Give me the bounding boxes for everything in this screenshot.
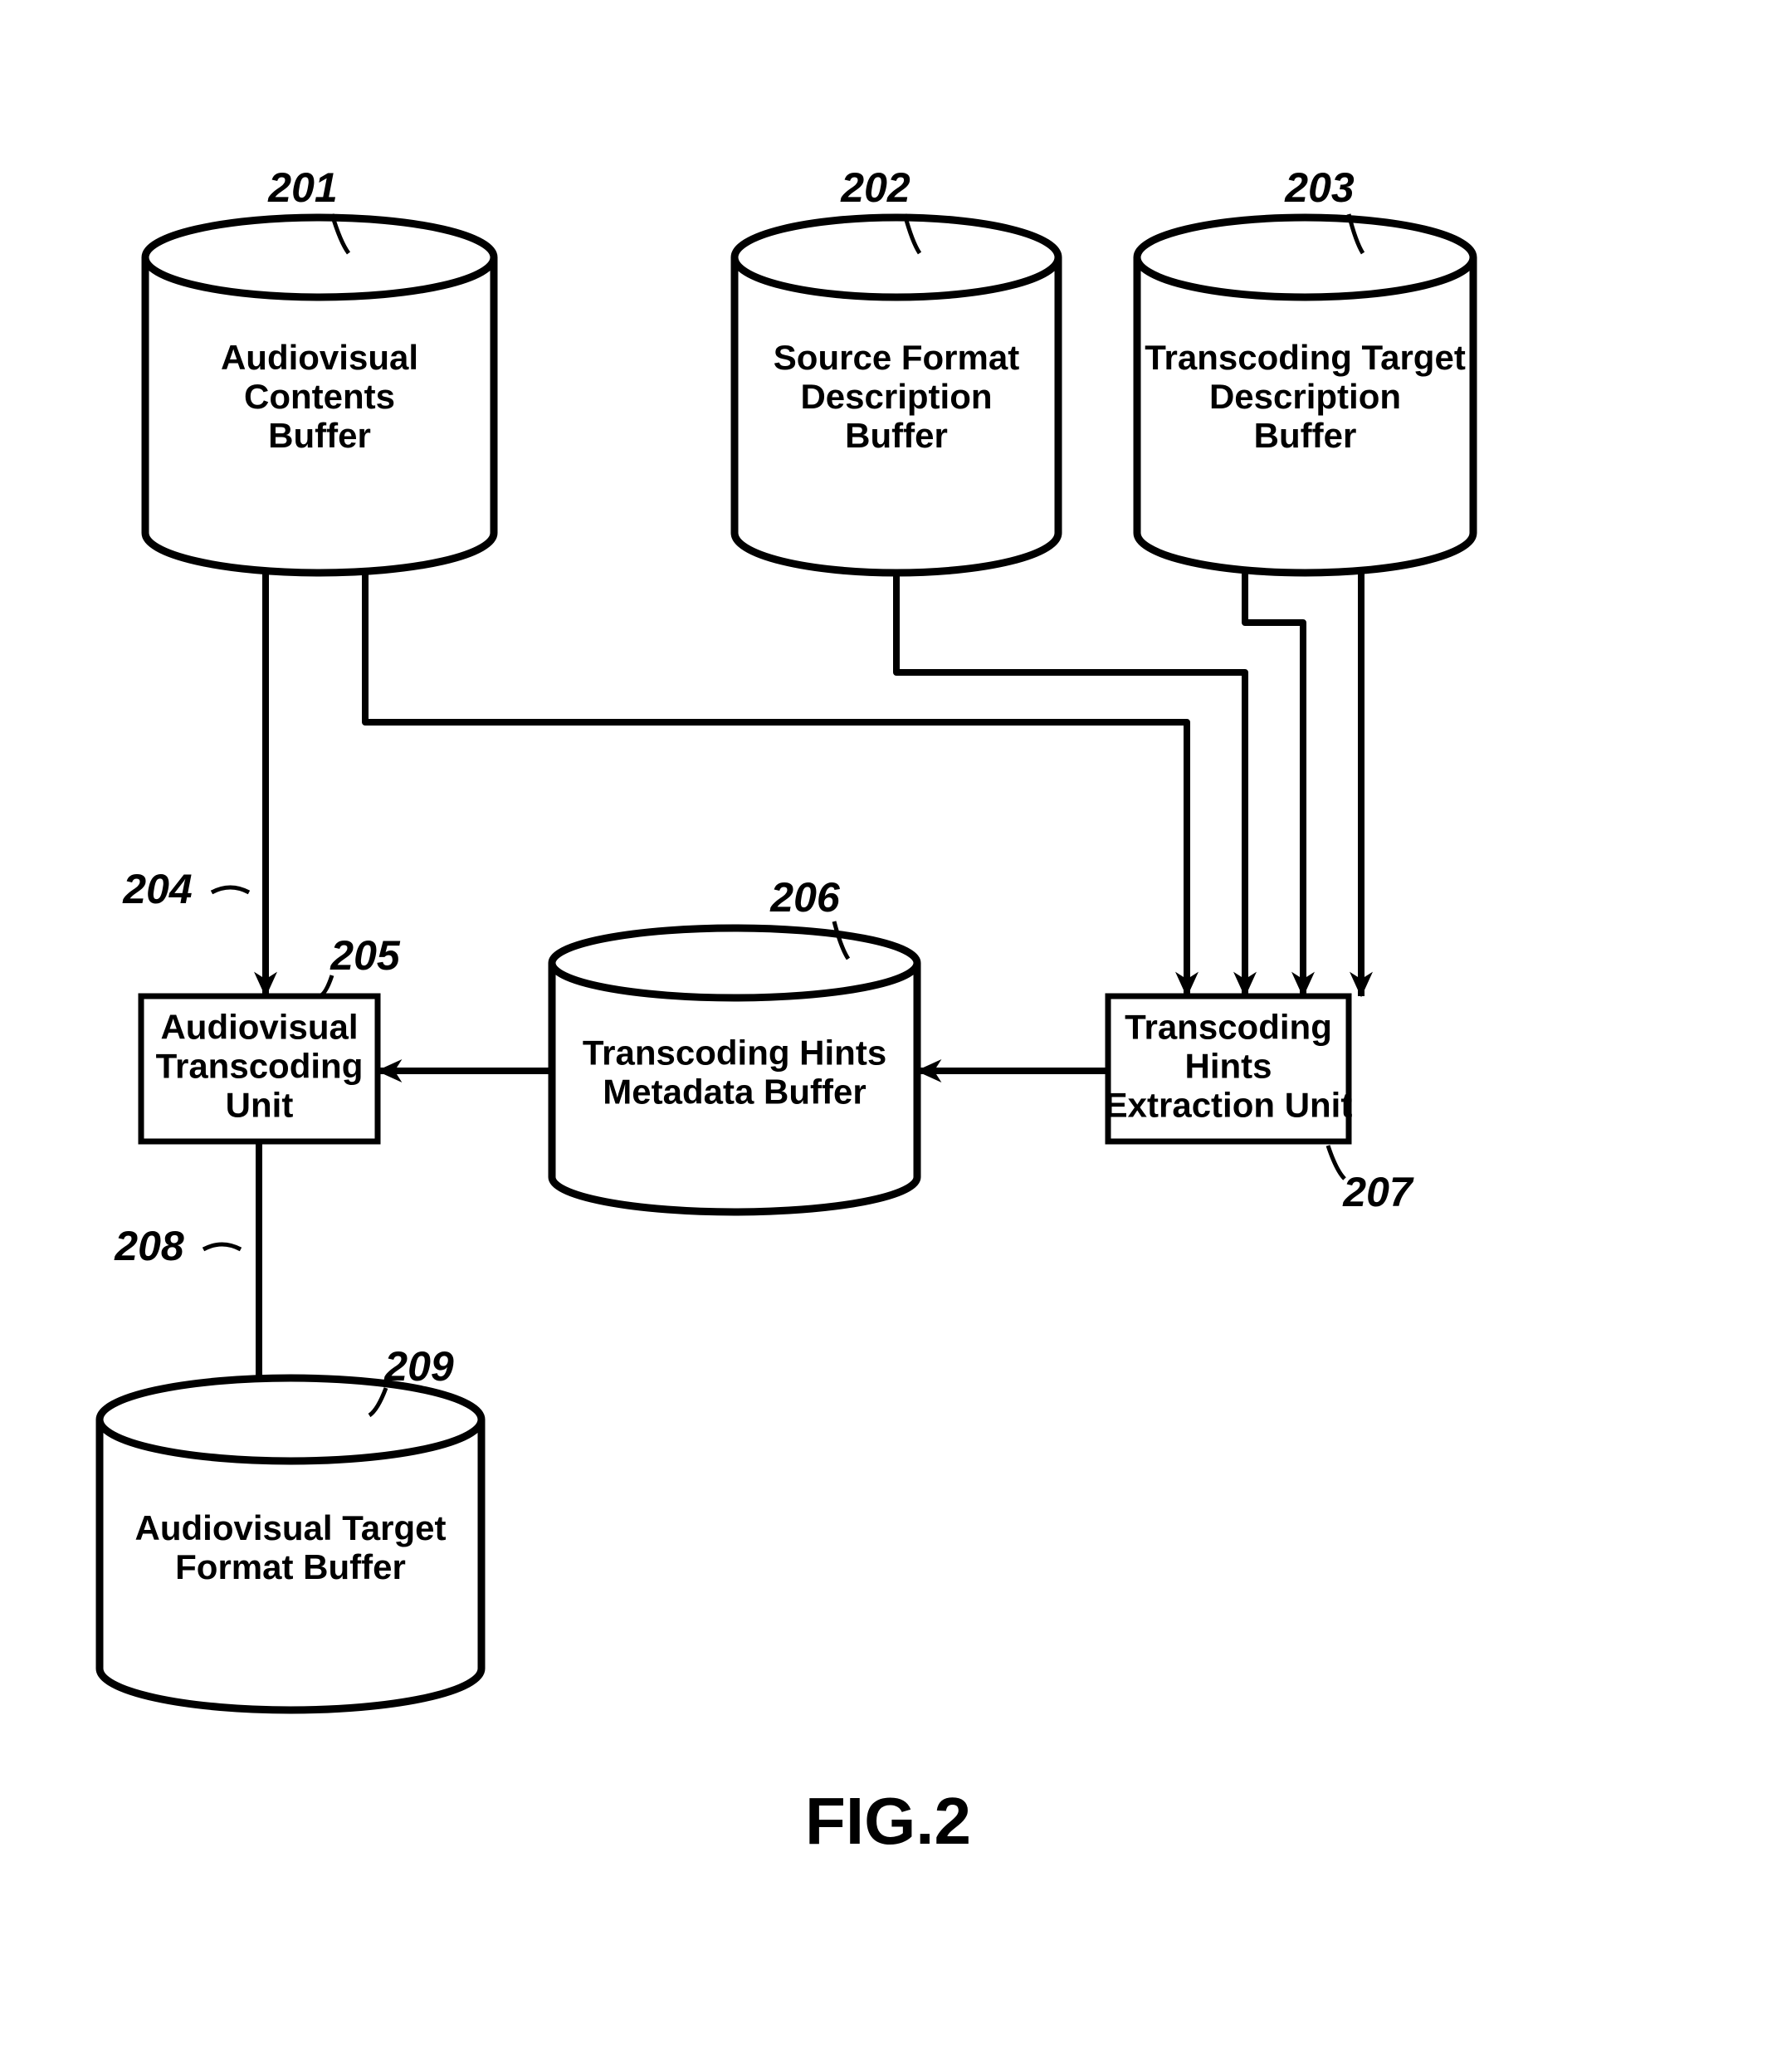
- svg-text:207: 207: [1342, 1169, 1414, 1215]
- n209: Audiovisual TargetFormat Buffer: [100, 1378, 481, 1710]
- node-label: Audiovisual Target: [135, 1508, 447, 1547]
- svg-text:202: 202: [840, 164, 910, 211]
- ref-205: 205: [320, 932, 401, 996]
- node-label: Source Format: [774, 338, 1019, 377]
- svg-text:201: 201: [267, 164, 337, 211]
- svg-text:205: 205: [330, 932, 401, 979]
- node-label: Audiovisual: [160, 1008, 358, 1047]
- ref-208: 208: [114, 1223, 241, 1269]
- node-label: Transcoding Target: [1145, 338, 1466, 377]
- node-label: Transcoding: [1125, 1008, 1332, 1047]
- svg-text:204: 204: [122, 866, 192, 912]
- node-label: Hints: [1185, 1047, 1272, 1086]
- node-label: Transcoding: [156, 1047, 364, 1086]
- svg-text:208: 208: [114, 1223, 184, 1269]
- node-label: Extraction Unit: [1105, 1086, 1353, 1125]
- node-label: Unit: [226, 1086, 294, 1125]
- n203: Transcoding TargetDescriptionBuffer: [1137, 217, 1473, 573]
- ref-207: 207: [1328, 1146, 1414, 1215]
- node-label: Buffer: [845, 416, 948, 455]
- node-label: Contents: [244, 377, 395, 416]
- svg-text:203: 203: [1284, 164, 1355, 211]
- n205: AudiovisualTranscodingUnit: [141, 996, 378, 1141]
- edge-e202_207: [896, 573, 1245, 996]
- node-label: Format Buffer: [175, 1547, 406, 1586]
- node-label: Audiovisual: [221, 338, 418, 377]
- nodes: AudiovisualContentsBufferSource FormatDe…: [100, 217, 1473, 1710]
- node-label: Description: [800, 377, 992, 416]
- n202: Source FormatDescriptionBuffer: [735, 217, 1058, 573]
- node-label: Description: [1209, 377, 1401, 416]
- svg-text:209: 209: [383, 1343, 454, 1390]
- ref-204: 204: [122, 866, 249, 912]
- node-label: Buffer: [1254, 416, 1357, 455]
- figure-label: FIG.2: [805, 1784, 971, 1858]
- n206: Transcoding HintsMetadata Buffer: [552, 928, 917, 1212]
- n201: AudiovisualContentsBuffer: [145, 217, 494, 573]
- node-label: Metadata Buffer: [603, 1073, 866, 1112]
- edge-e203_207a: [1245, 573, 1303, 996]
- svg-text:206: 206: [769, 874, 841, 921]
- node-label: Transcoding Hints: [583, 1034, 886, 1073]
- n207: TranscodingHintsExtraction Unit: [1105, 996, 1353, 1141]
- node-label: Buffer: [268, 416, 371, 455]
